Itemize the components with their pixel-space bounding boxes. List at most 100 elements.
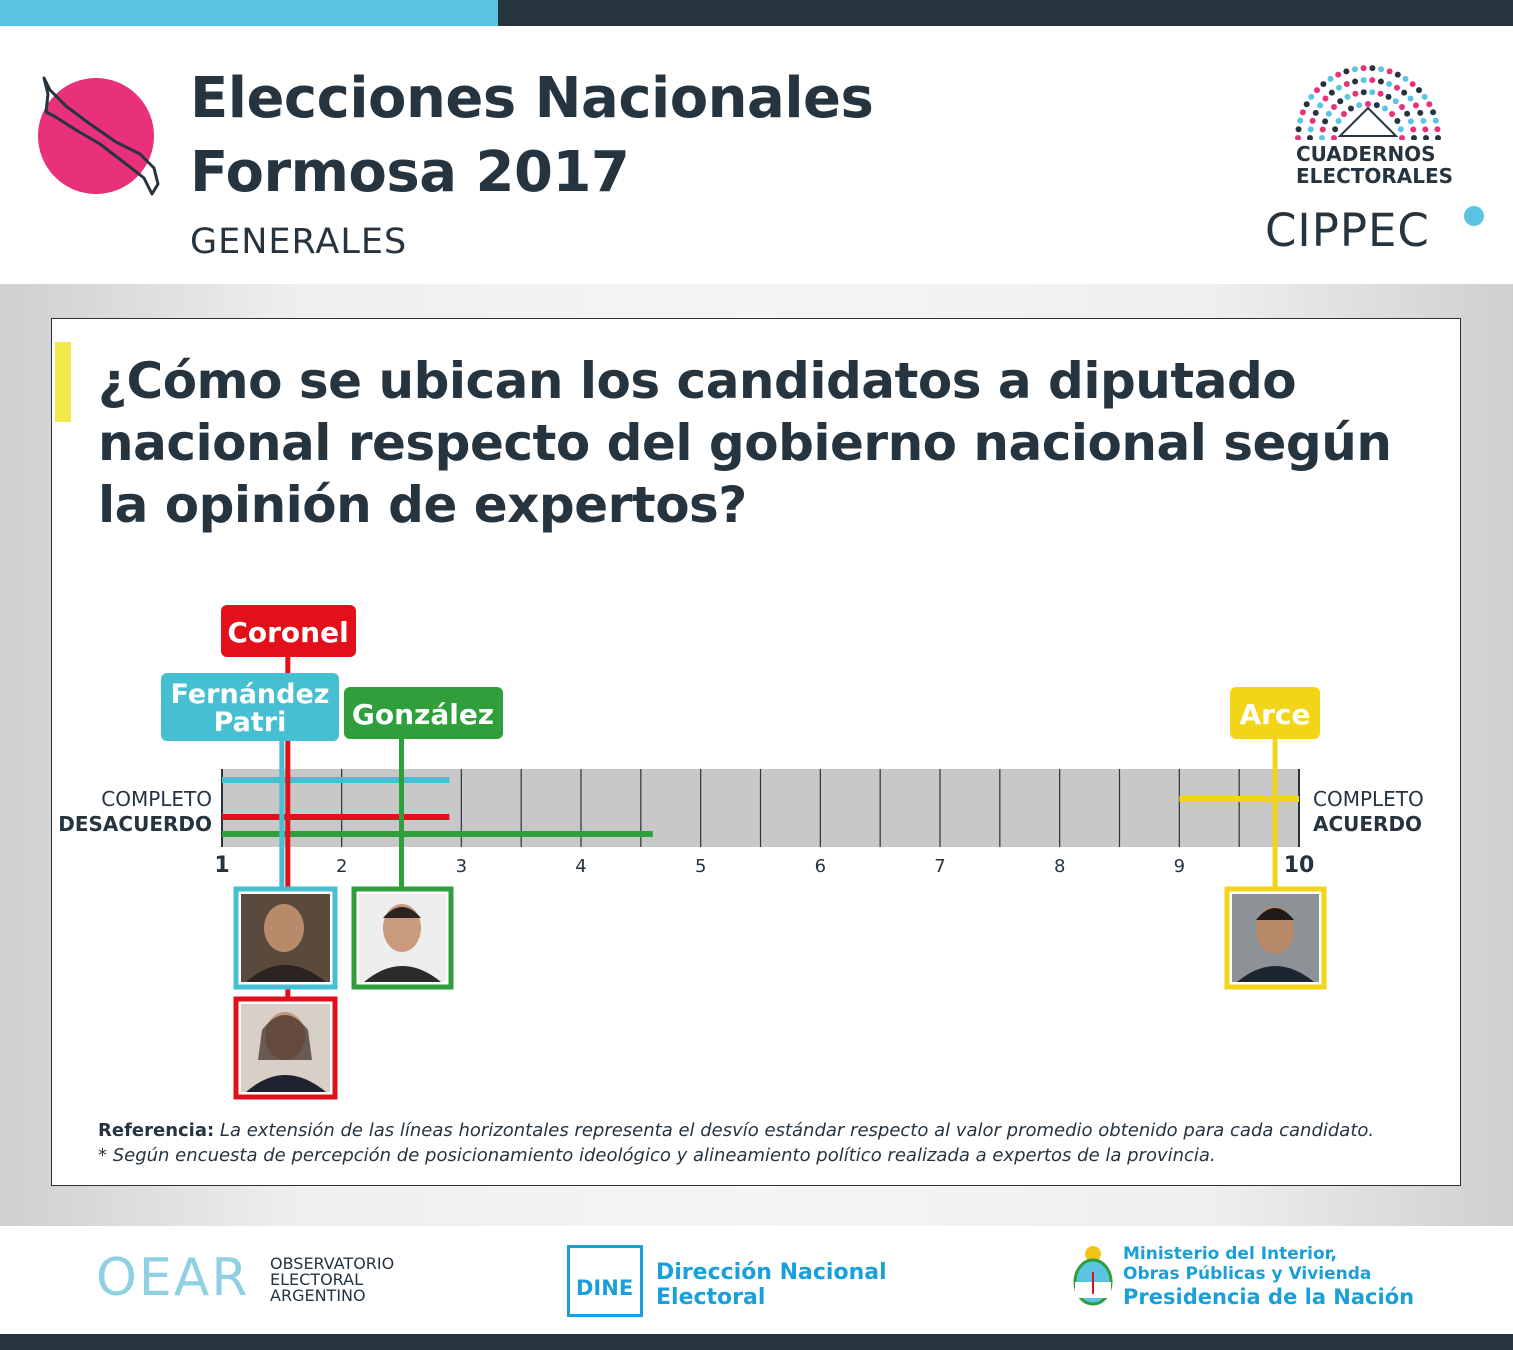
coronel-label: Coronel	[227, 616, 348, 649]
parliament-dot	[1343, 81, 1350, 88]
bottom-bar	[0, 1334, 1513, 1350]
parliament-dot	[1426, 101, 1433, 108]
parliament-dot	[1356, 102, 1363, 109]
ministry-line-3: Presidencia de la Nación	[1123, 1285, 1415, 1309]
arce-label: Arce	[1239, 698, 1310, 731]
parliament-dot	[1348, 105, 1354, 112]
top-bar-dark	[498, 0, 1513, 26]
parliament-dot	[1340, 110, 1347, 117]
arce-photo	[1224, 886, 1327, 990]
parliament-dot	[1307, 126, 1314, 133]
parliament-dot	[1430, 109, 1437, 116]
parliament-dot	[1295, 126, 1302, 133]
parliament-dot	[1360, 77, 1367, 84]
cippec-badge-icon	[1464, 206, 1484, 226]
parliament-dot	[1369, 77, 1376, 84]
parliament-dot	[1392, 98, 1399, 105]
left-label-bottom: DESACUERDO	[58, 812, 212, 836]
parliament-dot	[1373, 102, 1380, 109]
coronel-photo	[233, 996, 338, 1100]
parliament-dot	[1327, 75, 1334, 82]
parliament-dot	[1407, 95, 1414, 102]
arce-label-box	[1230, 687, 1320, 739]
parliament-dot	[1332, 126, 1339, 133]
cippec-logo: CIPPEC	[1265, 204, 1430, 257]
question-accent	[55, 342, 71, 422]
tick-label: 8	[1054, 856, 1065, 877]
parliament-dot	[1411, 135, 1417, 140]
coronel-label-box	[221, 605, 356, 657]
parliament-dot	[1394, 71, 1401, 78]
tick-label: 2	[336, 856, 347, 877]
oear-logo-text: OBSERVATORIO ELECTORAL ARGENTINO	[270, 1256, 394, 1304]
tick-label: 9	[1174, 856, 1185, 877]
title-line-1: Elecciones Nacionales	[190, 66, 874, 131]
dine-line-2: Electoral	[656, 1285, 766, 1310]
parliament-dot	[1394, 118, 1401, 124]
parliament-dot	[1397, 126, 1404, 133]
tick-label: 5	[695, 856, 706, 877]
reference-note: * Según encuesta de percepción de posici…	[98, 1145, 1216, 1166]
fernandez-label-box	[161, 673, 339, 741]
chart-question: ¿Cómo se ubican los candidatos a diputad…	[98, 352, 1392, 534]
oear-logo: OEAR	[96, 1248, 250, 1308]
parliament-dot	[1377, 90, 1384, 97]
gonzalez-label: González	[352, 698, 494, 731]
parliament-dot	[1432, 117, 1439, 124]
parliament-dot	[1401, 89, 1408, 96]
page-title: Elecciones Nacionales Formosa 2017	[190, 62, 874, 210]
parliament-dot	[1312, 109, 1319, 116]
right-label-top: COMPLETO	[1313, 787, 1424, 811]
parliament-dot	[1325, 110, 1332, 117]
parliament-dot	[1313, 87, 1320, 94]
parliament-dot	[1360, 65, 1367, 72]
cuadernos-text: CUADERNOS	[1296, 142, 1436, 166]
parliament-dot	[1412, 102, 1419, 109]
parliament-dot	[1307, 135, 1313, 140]
parliament-dot	[1365, 101, 1371, 107]
tick-label: 3	[456, 856, 467, 877]
parliament-dot	[1421, 93, 1428, 100]
parliament-dot	[1420, 117, 1427, 124]
parliament-dot	[1404, 110, 1411, 117]
oear-line-1: OBSERVATORIO	[270, 1254, 395, 1273]
dine-logo: DINE	[576, 1276, 634, 1300]
fernandez-label-line2: Patri	[214, 707, 287, 738]
parliament-dot	[1308, 93, 1315, 100]
tick-label: 1	[214, 853, 229, 878]
parliament-dot	[1309, 117, 1316, 124]
header	[0, 26, 1513, 284]
parliament-dot	[1402, 75, 1409, 82]
electorales-text: ELECTORALES	[1296, 164, 1454, 188]
coat-of-arms-icon	[1073, 1246, 1113, 1306]
ministry-text: Ministerio del Interior, Obras Públicas …	[1123, 1244, 1414, 1310]
parliament-dot	[1382, 105, 1388, 112]
dine-name: Dirección Nacional Electoral	[656, 1260, 887, 1310]
ministry-line-1: Ministerio del Interior,	[1123, 1244, 1338, 1264]
right-label-bottom: ACUERDO	[1313, 812, 1422, 836]
cuadernos-logo-text: CUADERNOS ELECTORALES	[1296, 143, 1453, 187]
parliament-dots-icon	[1295, 65, 1441, 140]
parliament-dot	[1369, 89, 1376, 96]
tick-label: 6	[815, 856, 826, 877]
parliament-dot	[1322, 118, 1329, 125]
parliament-dot	[1331, 104, 1338, 111]
formosa-map-icon	[38, 76, 160, 196]
parliament-dot	[1299, 109, 1306, 116]
parliament-dot	[1336, 84, 1342, 91]
parliament-dot	[1377, 78, 1384, 85]
parliament-dot	[1394, 84, 1400, 91]
parliament-dot	[1328, 89, 1335, 96]
parliament-dot	[1337, 98, 1344, 105]
parliament-dot	[1410, 126, 1417, 133]
parliament-dot	[1360, 89, 1367, 96]
parliament-dot	[1417, 109, 1424, 116]
parliament-dot	[1435, 135, 1441, 140]
gonzalez-photo	[351, 886, 454, 990]
oear-line-2: ELECTORAL	[270, 1270, 363, 1289]
parliament-dot	[1335, 71, 1342, 78]
ministry-line-2: Obras Públicas y Vivienda	[1123, 1264, 1372, 1284]
dine-line-1: Dirección Nacional	[656, 1260, 887, 1285]
oear-line-3: ARGENTINO	[270, 1286, 366, 1305]
